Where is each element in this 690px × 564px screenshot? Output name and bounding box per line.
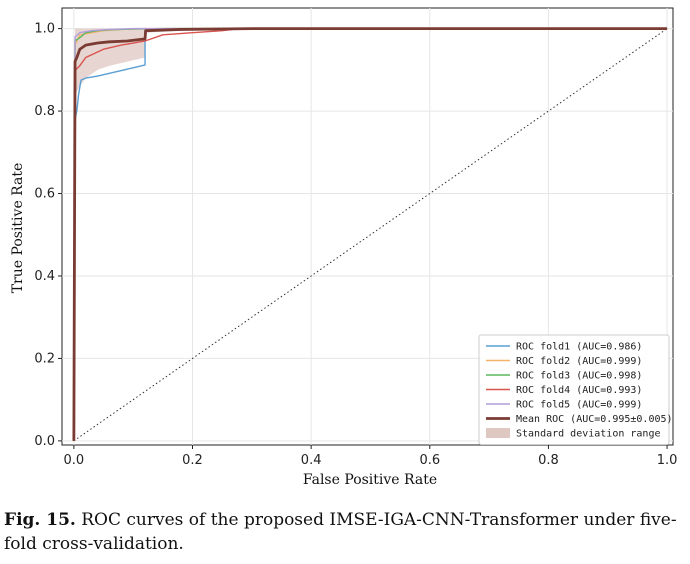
- y-tick-label: 0.8: [34, 104, 55, 119]
- legend-box: [478, 334, 670, 445]
- caption-label: Fig. 15.: [4, 510, 76, 530]
- figure-caption: Fig. 15. ROC curves of the proposed IMSE…: [4, 508, 688, 556]
- legend-label: Mean ROC (AUC=0.995±0.005): [516, 414, 673, 425]
- legend-label: ROC fold3 (AUC=0.998): [516, 371, 642, 382]
- legend-band-swatch: [486, 428, 510, 438]
- y-tick-label: 0.0: [34, 434, 55, 449]
- legend-label: ROC fold4 (AUC=0.993): [516, 385, 642, 396]
- legend: ROC fold1 (AUC=0.986) ROC fold2 (AUC=0.99…: [478, 334, 673, 445]
- x-tick-label: 0.0: [64, 453, 85, 468]
- y-tick-label: 0.6: [34, 187, 55, 202]
- x-tick-label: 0.8: [538, 453, 559, 468]
- legend-label: ROC fold1 (AUC=0.986): [516, 342, 642, 353]
- legend-label: Standard deviation range: [516, 429, 661, 440]
- legend-label: ROC fold2 (AUC=0.999): [516, 356, 642, 367]
- x-tick-label: 0.6: [419, 453, 440, 468]
- series-line-6: [72, 27, 668, 441]
- series-layer: [72, 27, 668, 442]
- y-axis-label: True Positive Rate: [10, 163, 26, 294]
- legend-label: ROC fold5 (AUC=0.999): [516, 400, 642, 411]
- x-tick-label: 1.0: [657, 453, 678, 468]
- x-axis-label: False Positive Rate: [303, 472, 437, 488]
- x-tick-label: 0.2: [182, 453, 203, 468]
- tick-layer: 0.0 0.2 0.4 0.6 0.8 1.0 0.0 0.2 0.4 0.6 0.8 1.0: [34, 22, 677, 468]
- caption-text: ROC curves of the proposed IMSE-IGA-CNN-…: [4, 510, 677, 554]
- y-tick-label: 0.2: [34, 351, 55, 366]
- roc-chart: 0.0 0.2 0.4 0.6 0.8 1.0 0.0 0.2 0.4 0.6 0.8 1.0 Fal…: [10, 7, 677, 488]
- y-tick-label: 1.0: [34, 22, 55, 37]
- x-tick-label: 0.4: [301, 453, 322, 468]
- y-tick-label: 0.4: [34, 269, 55, 284]
- series-line-5: [73, 27, 668, 441]
- chance-line: [73, 28, 668, 442]
- series-line-4: [73, 27, 668, 441]
